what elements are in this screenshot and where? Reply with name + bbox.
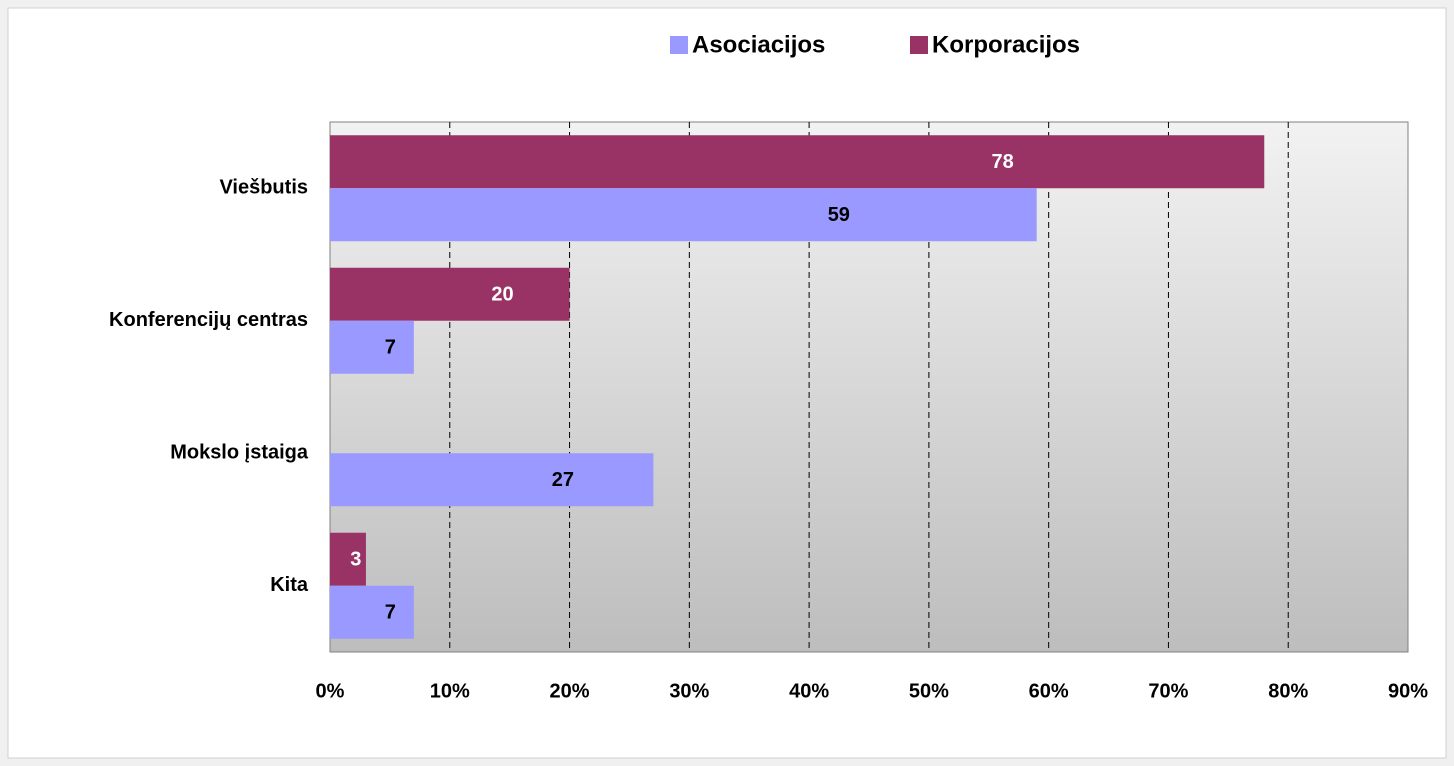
bar <box>330 585 414 639</box>
x-tick-label: 30% <box>669 680 709 702</box>
legend-label: Korporacijos <box>932 31 1080 58</box>
data-label: 3 <box>350 549 361 571</box>
data-label: 20 <box>491 284 513 306</box>
y-tick-label: Kita <box>270 574 309 596</box>
data-label: 7 <box>385 602 396 624</box>
bar <box>330 320 414 374</box>
x-tick-label: 40% <box>789 680 829 702</box>
bar <box>330 188 1037 242</box>
bar <box>330 453 654 507</box>
legend-swatch <box>910 36 928 54</box>
x-tick-label: 90% <box>1388 680 1428 702</box>
bar <box>330 135 1265 189</box>
bar <box>330 267 570 321</box>
x-tick-label: 50% <box>909 680 949 702</box>
data-label: 78 <box>992 151 1014 173</box>
bar <box>330 532 366 586</box>
x-tick-label: 70% <box>1148 680 1188 702</box>
y-tick-label: Mokslo įstaiga <box>170 442 309 464</box>
x-tick-label: 10% <box>430 680 470 702</box>
x-tick-label: 20% <box>550 680 590 702</box>
data-label: 7 <box>385 337 396 359</box>
data-label: 27 <box>552 469 574 491</box>
legend-swatch <box>670 36 688 54</box>
x-tick-label: 0% <box>316 680 345 702</box>
x-tick-label: 60% <box>1029 680 1069 702</box>
y-tick-label: Viešbutis <box>219 177 308 199</box>
y-tick-label: Konferencijų centras <box>109 309 308 331</box>
data-label: 59 <box>828 204 850 226</box>
x-tick-label: 80% <box>1268 680 1308 702</box>
legend-label: Asociacijos <box>692 31 825 58</box>
